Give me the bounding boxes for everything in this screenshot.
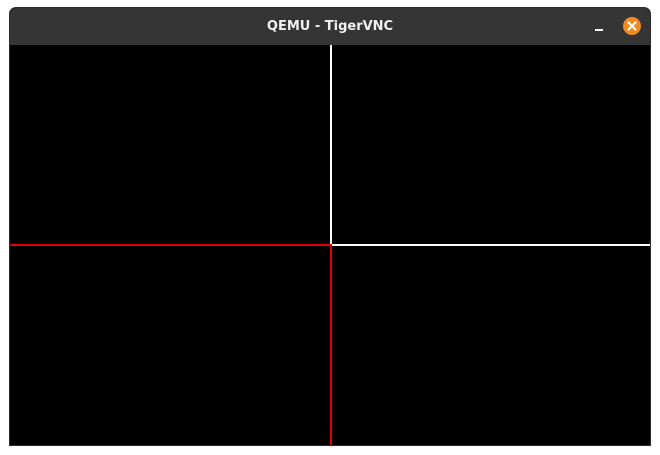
vnc-window: QEMU - TigerVNC — [10, 8, 650, 445]
minimize-button[interactable] — [590, 17, 608, 35]
close-button[interactable] — [623, 17, 641, 35]
window-title: QEMU - TigerVNC — [266, 19, 394, 34]
close-icon — [627, 21, 637, 31]
title-bar[interactable]: QEMU - TigerVNC — [10, 8, 650, 45]
remote-screen[interactable] — [10, 45, 650, 445]
minimize-icon — [595, 29, 603, 31]
red-vertical-line — [330, 244, 332, 445]
red-horizontal-line — [10, 244, 332, 246]
white-horizontal-line — [331, 244, 650, 246]
white-vertical-line — [330, 45, 332, 246]
